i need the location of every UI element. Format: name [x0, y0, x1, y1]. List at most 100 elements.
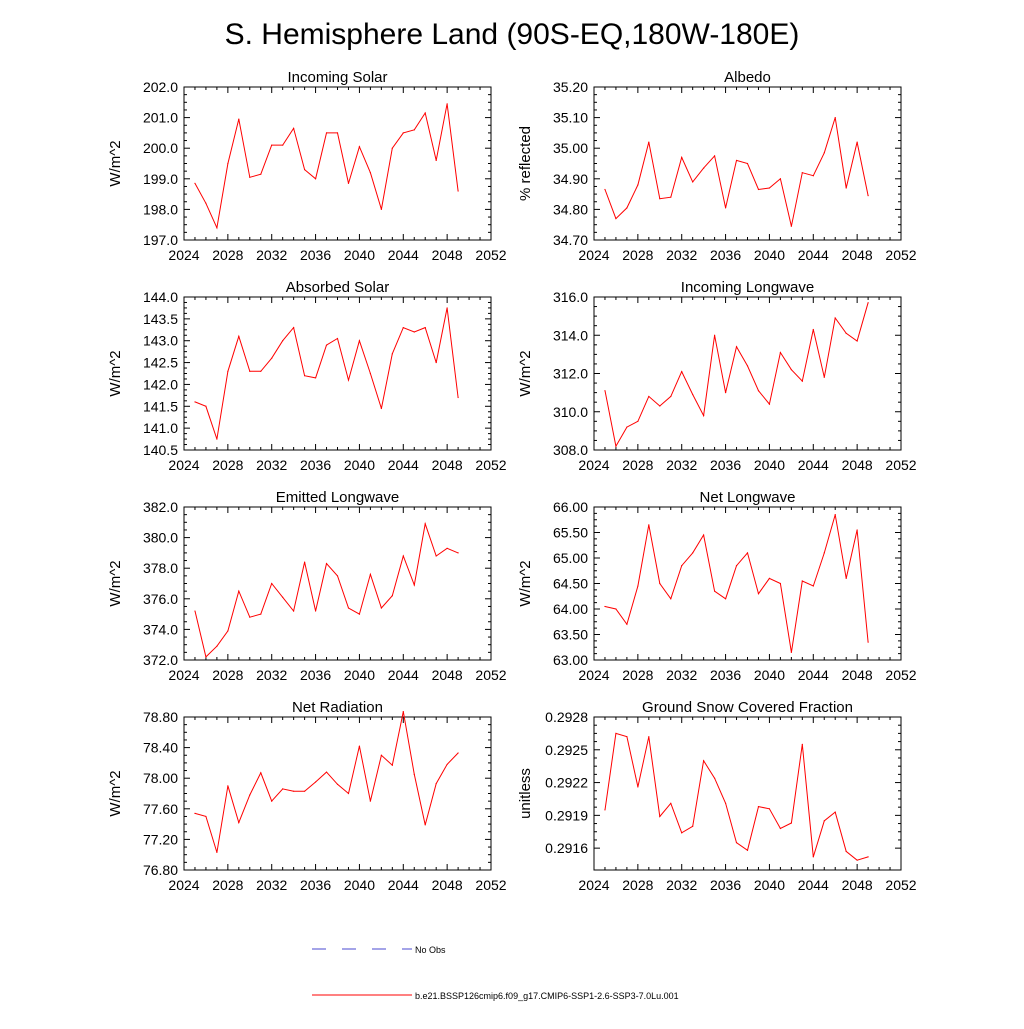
data-point [358, 613, 361, 615]
panels: Incoming Solar W/m^2 2024 2028 2032 2036 2040 2… [107, 69, 917, 893]
data-point [424, 327, 426, 329]
x-tick-label: 2044 [798, 457, 829, 473]
data-point [216, 227, 218, 229]
y-tick-label: 0.2928 [545, 709, 588, 725]
data-point [380, 607, 382, 609]
data-point [380, 208, 382, 210]
x-tick-label: 2052 [475, 457, 506, 473]
data-point [227, 370, 229, 372]
series-line [604, 732, 869, 861]
data-point [402, 132, 404, 134]
x-tick-label: 2052 [885, 877, 916, 893]
data-point [845, 577, 847, 580]
data-point [402, 711, 404, 713]
data-point [801, 172, 803, 174]
y-tick-label: 142.0 [143, 376, 178, 392]
x-tick-label: 2040 [344, 247, 375, 263]
data-point [801, 380, 803, 382]
x-tick-label: 2040 [754, 247, 785, 263]
data-point [227, 162, 229, 165]
data-point [369, 172, 371, 174]
data-point [238, 118, 240, 120]
data-point [735, 842, 738, 844]
data-point [615, 445, 617, 447]
y-axis-label: unitless [517, 768, 534, 819]
data-point [325, 563, 328, 565]
data-point [604, 809, 606, 811]
data-point [413, 584, 415, 586]
series-line [194, 307, 459, 440]
panel-1: Incoming Solar W/m^2 2024 2028 2032 2036 2040 2… [107, 69, 507, 263]
y-tick-label: 316.0 [553, 289, 588, 305]
x-tick-label: 2036 [300, 667, 331, 683]
data-point [714, 155, 716, 157]
x-tick-label: 2032 [666, 667, 697, 683]
data-point [735, 159, 738, 162]
y-tick-label: 144.0 [143, 289, 178, 305]
x-tick-label: 2024 [578, 667, 609, 683]
y-tick-label: 34.80 [553, 201, 588, 217]
x-tick-label: 2024 [578, 457, 609, 473]
data-point [304, 375, 306, 377]
y-axis-label: W/m^2 [517, 350, 534, 396]
data-point [205, 405, 207, 407]
data-point [347, 379, 350, 381]
data-point [659, 198, 661, 200]
x-tick-label: 2032 [256, 877, 287, 893]
data-point [714, 777, 716, 779]
data-point [834, 117, 836, 119]
data-point [856, 529, 858, 531]
data-point [336, 575, 339, 577]
data-point [724, 802, 727, 804]
x-tick-label: 2048 [432, 247, 463, 263]
panel-title: Net Radiation [292, 699, 383, 716]
data-point [757, 390, 760, 392]
data-point [457, 552, 459, 554]
x-tick-label: 2036 [300, 457, 331, 473]
x-tick-label: 2036 [300, 247, 331, 263]
data-point [391, 595, 393, 597]
x-tick-label: 2044 [388, 457, 419, 473]
data-point [249, 616, 251, 618]
data-point [457, 396, 459, 399]
data-point [446, 103, 448, 105]
data-point [867, 856, 869, 858]
y-tick-label: 200.0 [143, 140, 178, 156]
y-tick-label: 314.0 [553, 327, 588, 343]
data-point [604, 188, 606, 191]
data-point [260, 613, 262, 615]
data-point [227, 785, 229, 787]
x-tick-label: 2048 [432, 457, 463, 473]
data-point [790, 369, 792, 371]
data-point [293, 327, 295, 329]
data-point [757, 188, 760, 191]
x-tick-label: 2048 [842, 247, 873, 263]
x-tick-label: 2028 [212, 457, 243, 473]
data-point [391, 353, 393, 355]
data-point [238, 590, 240, 592]
data-point [216, 851, 218, 854]
y-tick-label: 382.0 [143, 499, 178, 515]
panel-5: Emitted Longwave W/m^2 2024 2028 2032 2036 204… [107, 489, 507, 683]
data-point [801, 580, 803, 582]
legend-model-label: b.e21.BSSP126cmip6.f09_g17.CMIP6-SSP1-2.… [415, 991, 679, 1001]
y-tick-label: 197.0 [143, 232, 178, 248]
data-point [325, 132, 328, 134]
panel-title: Emitted Longwave [276, 489, 399, 506]
x-tick-label: 2052 [475, 247, 506, 263]
data-point [648, 736, 650, 738]
x-tick-label: 2036 [710, 247, 741, 263]
data-point [282, 596, 284, 598]
data-point [703, 167, 705, 169]
data-point [358, 745, 361, 747]
panel-8: Ground Snow Covered Fraction unitless 2024… [517, 699, 917, 893]
data-point [626, 736, 628, 738]
data-point [293, 790, 295, 792]
data-point [413, 129, 415, 131]
data-point [358, 340, 361, 342]
data-point [757, 806, 760, 808]
x-tick-label: 2052 [475, 667, 506, 683]
data-point [249, 176, 251, 178]
data-point [779, 178, 781, 180]
